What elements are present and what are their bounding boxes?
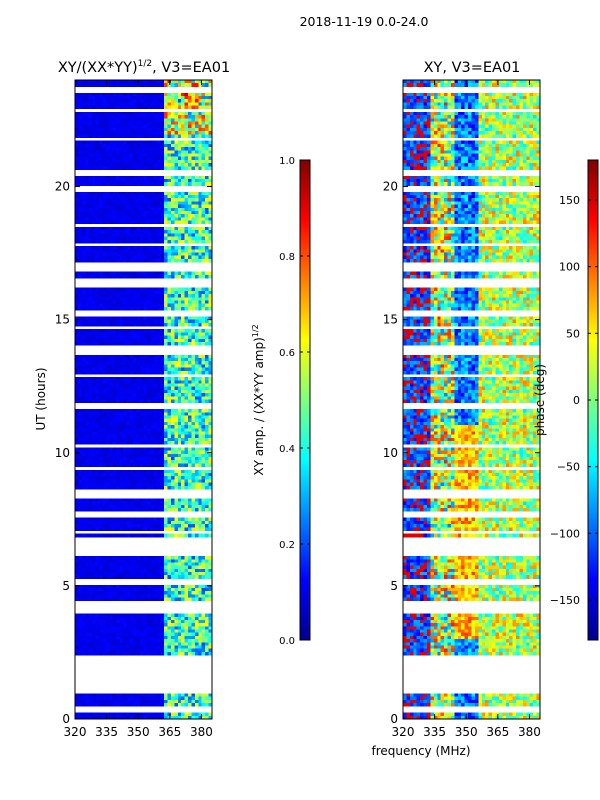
y-tick-label: 10 bbox=[55, 446, 70, 460]
amp-title-base: XY/(XX*YY) bbox=[58, 60, 138, 76]
amp-colorbar-gradient bbox=[299, 159, 311, 641]
phase-colorbar-label: phase (deg) bbox=[533, 364, 547, 436]
amp-ylabel: UT (hours) bbox=[34, 367, 48, 430]
colorbar-tick-label: 0.6 bbox=[279, 348, 295, 359]
colorbar-tick-label: 0 bbox=[573, 394, 580, 407]
x-tick-label: 320 bbox=[64, 725, 87, 739]
amp-x-axis: 320 335 350 365 380 bbox=[64, 80, 213, 739]
amp-panel: XY/(XX*YY)1/2, V3=EA01 320 335 350 365 380 0… bbox=[34, 59, 230, 739]
y-tick-label: 0 bbox=[62, 712, 70, 726]
y-tick-label: 15 bbox=[383, 313, 398, 327]
colorbar-tick-label: 0.4 bbox=[279, 444, 295, 455]
phase-x-axis: 320 335 350 365 380 bbox=[392, 80, 541, 739]
amp-colorbar-label-base: XY amp. / (XX*YY amp) bbox=[252, 337, 266, 475]
amp-title: XY/(XX*YY)1/2, V3=EA01 bbox=[58, 59, 230, 76]
phase-axes-frame bbox=[402, 79, 541, 720]
x-tick-label: 320 bbox=[392, 725, 415, 739]
amp-heatmap bbox=[75, 80, 212, 719]
x-tick-label: 365 bbox=[486, 725, 509, 739]
x-tick-label: 365 bbox=[158, 725, 181, 739]
y-tick-label: 20 bbox=[383, 180, 398, 194]
phase-y-axis: 0 5 10 15 20 bbox=[383, 180, 540, 726]
amp-axes-frame bbox=[74, 79, 213, 720]
y-tick-label: 5 bbox=[62, 579, 70, 593]
colorbar-tick-label: 0.2 bbox=[279, 540, 295, 551]
amp-colorbar-label-exp: 1/2 bbox=[251, 324, 260, 337]
phase-colorbar: 150 100 50 0 −50 −100 −150 phase (deg) bbox=[533, 159, 599, 641]
phase-panel: XY, V3=EA01 320 335 350 365 380 0 5 10 15 20 fre… bbox=[371, 60, 540, 758]
x-tick-label: 380 bbox=[518, 725, 541, 739]
colorbar-tick-label: −150 bbox=[550, 594, 580, 607]
colorbar-tick-label: 100 bbox=[559, 261, 580, 274]
phase-title: XY, V3=EA01 bbox=[424, 60, 521, 76]
x-tick-label: 350 bbox=[127, 725, 150, 739]
x-tick-label: 350 bbox=[455, 725, 478, 739]
amp-title-suffix: , V3=EA01 bbox=[152, 60, 230, 76]
colorbar-tick-label: 0.8 bbox=[279, 252, 295, 263]
colorbar-tick-label: 1.0 bbox=[279, 156, 295, 167]
amp-y-axis: 0 5 10 15 20 bbox=[55, 180, 212, 726]
amp-title-exp: 1/2 bbox=[138, 59, 152, 69]
amp-colorbar-ticks: 0.0 0.2 0.4 0.6 0.8 1.0 bbox=[279, 156, 310, 647]
phase-heatmap bbox=[403, 80, 540, 719]
phase-xlabel: frequency (MHz) bbox=[371, 744, 470, 758]
colorbar-tick-label: 150 bbox=[559, 194, 580, 207]
x-tick-label: 380 bbox=[190, 725, 213, 739]
x-tick-label: 335 bbox=[95, 725, 118, 739]
y-tick-label: 20 bbox=[55, 180, 70, 194]
y-tick-label: 5 bbox=[390, 579, 398, 593]
amp-colorbar: 0.0 0.2 0.4 0.6 0.8 1.0 XY amp. / (XX*YY amp)… bbox=[251, 156, 311, 647]
phase-colorbar-ticks: 150 100 50 0 −50 −100 −150 bbox=[550, 194, 598, 607]
y-tick-label: 0 bbox=[390, 712, 398, 726]
figure-suptitle: 2018-11-19 0.0-24.0 bbox=[300, 14, 429, 29]
y-tick-label: 10 bbox=[383, 446, 398, 460]
amp-colorbar-label: XY amp. / (XX*YY amp)1/2 bbox=[251, 324, 266, 475]
colorbar-tick-label: −50 bbox=[557, 461, 580, 474]
colorbar-tick-label: 0.0 bbox=[279, 636, 295, 647]
y-tick-label: 15 bbox=[55, 313, 70, 327]
colorbar-tick-label: 50 bbox=[566, 327, 580, 340]
x-tick-label: 335 bbox=[423, 725, 446, 739]
colorbar-tick-label: −100 bbox=[550, 527, 580, 540]
